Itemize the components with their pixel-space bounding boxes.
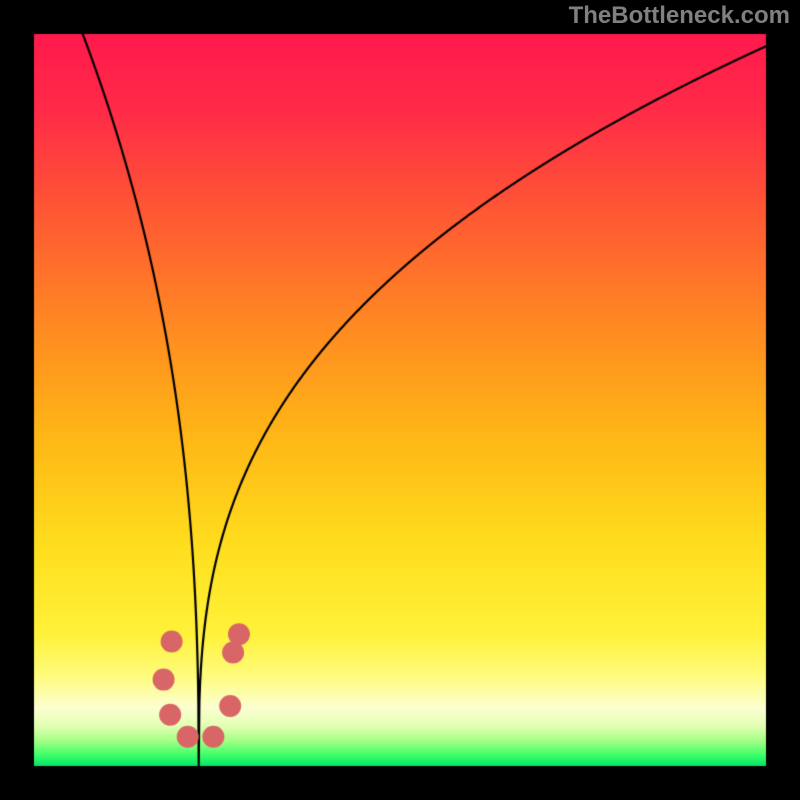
bottleneck-chart-canvas xyxy=(0,0,800,800)
chart-container: TheBottleneck.com xyxy=(0,0,800,800)
